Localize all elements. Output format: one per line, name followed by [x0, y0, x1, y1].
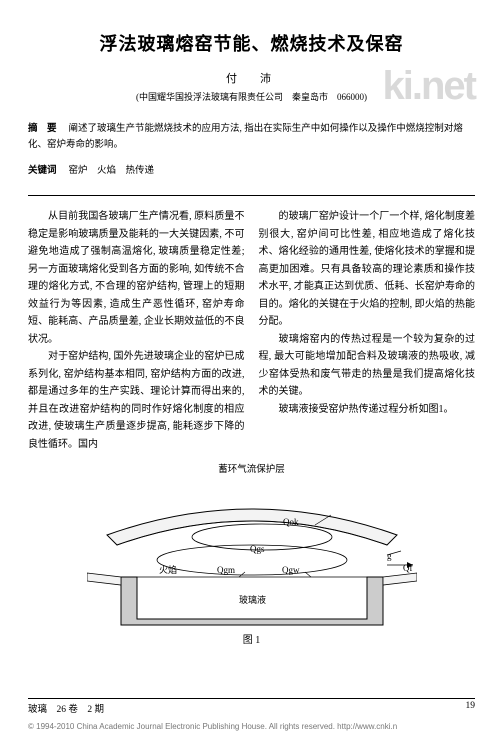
paragraph: 玻璃液接受窑炉热传递过程分析如图1。 — [259, 401, 476, 419]
abstract-text: 阐述了玻璃生产节能燃烧技术的应用方法, 指出在实际生产中如何操作以及操作中燃烧控… — [28, 124, 463, 150]
label-flame: 火焰 — [159, 564, 177, 575]
paragraph: 玻璃熔窑内的传热过程是一个较为复杂的过程, 最大可能地增加配合料及玻璃液的热吸收… — [259, 331, 476, 401]
label-qok: Qok — [283, 517, 299, 527]
figure-1: 蓄环气流保护层 Qok Qgs Qgm Qgw Qf g 火焰 玻璃液 — [28, 461, 475, 646]
footer-right: 19 — [466, 701, 476, 715]
abstract-label: 摘 要 — [28, 124, 57, 134]
label-qgw: Qgw — [282, 565, 300, 575]
author: 付 沛 — [28, 70, 475, 86]
divider — [28, 195, 475, 196]
keyword-label: 关键词 — [28, 166, 57, 176]
footer: 玻璃 26 卷 2 期 19 — [0, 698, 503, 715]
keyword-block: 关键词 窑炉 火焰 热传递 — [28, 163, 475, 179]
figure-top-label: 蓄环气流保护层 — [28, 461, 475, 475]
keyword-text: 窑炉 火焰 热传递 — [69, 166, 155, 176]
paragraph: 对于窑炉结构, 国外先进玻璃企业的窑炉已成系列化, 窑炉结构基本相同, 窑炉结构… — [28, 348, 245, 453]
label-liquid: 玻璃液 — [239, 594, 266, 605]
figure-caption: 图 1 — [28, 631, 475, 646]
figure-svg: Qok Qgs Qgm Qgw Qf g 火焰 玻璃液 — [87, 477, 417, 627]
body-columns: 从目前我国各玻璃厂生产情况看, 原料质量不稳定是影响玻璃质量及能耗的一大关键因素… — [28, 208, 475, 453]
label-qgm: Qgm — [217, 565, 235, 575]
label-g: g — [387, 551, 392, 561]
label-qgs: Qgs — [250, 544, 265, 554]
paragraph: 的玻璃厂窑炉设计一个厂一个样, 熔化制度差别很大, 窑炉间可比性差, 相应地造成… — [259, 208, 476, 331]
abstract-block: 摘 要阐述了玻璃生产节能燃烧技术的应用方法, 指出在实际生产中如何操作以及操作中… — [28, 121, 475, 153]
page-title: 浮法玻璃熔窑节能、燃烧技术及保窑 — [28, 30, 475, 56]
column-right: 的玻璃厂窑炉设计一个厂一个样, 熔化制度差别很大, 窑炉间可比性差, 相应地造成… — [259, 208, 476, 453]
affiliation: (中国耀华国投浮法玻璃有限责任公司 秦皇岛市 066000) — [28, 90, 475, 103]
page: 浮法玻璃熔窑节能、燃烧技术及保窑 付 沛 (中国耀华国投浮法玻璃有限责任公司 秦… — [0, 0, 503, 646]
paragraph: 从目前我国各玻璃厂生产情况看, 原料质量不稳定是影响玻璃质量及能耗的一大关键因素… — [28, 208, 245, 348]
copyright: © 1994-2010 China Academic Journal Elect… — [28, 722, 503, 731]
column-left: 从目前我国各玻璃厂生产情况看, 原料质量不稳定是影响玻璃质量及能耗的一大关键因素… — [28, 208, 245, 453]
footer-left: 玻璃 26 卷 2 期 — [28, 701, 104, 715]
